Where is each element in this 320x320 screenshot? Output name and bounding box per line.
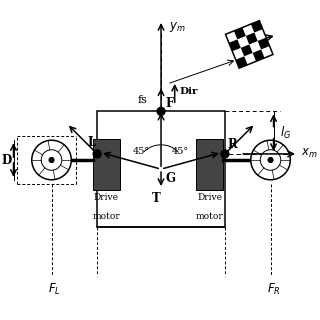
Circle shape xyxy=(221,150,229,158)
Polygon shape xyxy=(258,37,269,50)
Text: T: T xyxy=(152,192,161,205)
Bar xyxy=(196,139,223,190)
Circle shape xyxy=(32,140,71,180)
Circle shape xyxy=(268,157,273,163)
Text: Drive: Drive xyxy=(197,194,222,203)
Text: fs: fs xyxy=(138,95,147,105)
Text: G: G xyxy=(165,172,176,185)
Circle shape xyxy=(251,140,290,180)
Text: Drive: Drive xyxy=(94,194,119,203)
Circle shape xyxy=(260,150,281,170)
Circle shape xyxy=(49,157,54,163)
Bar xyxy=(92,139,120,190)
Polygon shape xyxy=(253,50,265,61)
Polygon shape xyxy=(246,33,258,44)
Text: $l_G$: $l_G$ xyxy=(280,124,291,141)
Text: $x_m$: $x_m$ xyxy=(301,148,318,160)
Text: Dir: Dir xyxy=(179,87,198,96)
Polygon shape xyxy=(226,21,273,68)
Text: motor: motor xyxy=(196,212,224,221)
Polygon shape xyxy=(241,44,253,56)
Circle shape xyxy=(157,108,165,115)
Polygon shape xyxy=(234,28,246,39)
Polygon shape xyxy=(236,56,248,68)
Text: D: D xyxy=(2,154,12,166)
Polygon shape xyxy=(251,21,263,33)
Text: motor: motor xyxy=(92,212,120,221)
Polygon shape xyxy=(229,39,241,51)
Circle shape xyxy=(41,150,62,170)
Circle shape xyxy=(93,150,101,158)
Text: F: F xyxy=(165,97,174,110)
Text: $F_R$: $F_R$ xyxy=(267,282,280,297)
Text: R: R xyxy=(227,138,237,151)
Text: $F_L$: $F_L$ xyxy=(48,282,61,297)
Text: 45°: 45° xyxy=(133,147,150,156)
Text: 45°: 45° xyxy=(172,147,189,156)
Bar xyxy=(97,111,225,227)
Text: L: L xyxy=(87,136,96,149)
Text: $y_m$: $y_m$ xyxy=(169,20,185,34)
